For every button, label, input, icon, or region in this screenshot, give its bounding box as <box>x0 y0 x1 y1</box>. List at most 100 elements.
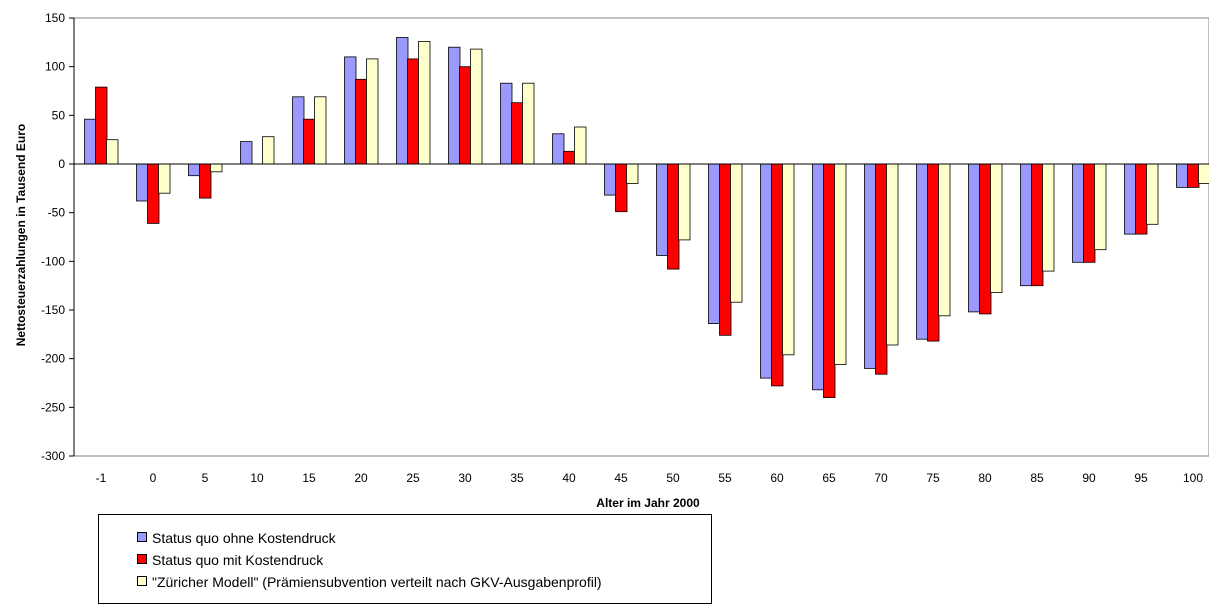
legend-swatch-series-1 <box>137 532 147 542</box>
bar-series-1-cat-15 <box>293 97 305 164</box>
bar-series-1-cat-55 <box>709 164 721 324</box>
x-tick-label-40: 40 <box>562 471 576 485</box>
bar-series-2-cat-5 <box>200 164 212 198</box>
bar-series-3-cat-10 <box>263 137 275 164</box>
x-tick-label-70: 70 <box>874 471 888 485</box>
bar-series-2-cat-20 <box>356 79 368 164</box>
bar-series-1-cat-35 <box>501 83 513 164</box>
x-tick-label-65: 65 <box>822 471 836 485</box>
bar-series-1-cat-25 <box>397 38 409 165</box>
y-tick-label--250: -250 <box>41 400 65 414</box>
bar-series-2-cat-40 <box>564 151 576 164</box>
legend-item-series-1: Status quo ohne Kostendruck <box>137 530 336 548</box>
x-tick-label-60: 60 <box>770 471 784 485</box>
y-tick-label--300: -300 <box>41 449 65 463</box>
bar-series-1-cat-5 <box>189 164 201 176</box>
bar-series-1-cat-10 <box>241 142 253 164</box>
y-tick-label-0: 0 <box>58 157 65 171</box>
y-tick-label--100: -100 <box>41 254 65 268</box>
bar-series-1-cat-70 <box>865 164 877 368</box>
bar-series-2-cat-90 <box>1084 164 1096 262</box>
bar-series-3-cat-80 <box>991 164 1003 293</box>
x-tick-label-15: 15 <box>302 471 316 485</box>
bar-series-3-cat-0 <box>159 164 171 193</box>
bar-series-3-cat-95 <box>1147 164 1159 224</box>
y-tick-label--50: -50 <box>48 206 66 220</box>
bar-series-2-cat-80 <box>980 164 992 314</box>
bar-series-2-cat-55 <box>720 164 732 335</box>
x-tick-label-90: 90 <box>1082 471 1096 485</box>
bar-series-2-cat-50 <box>668 164 680 269</box>
bar-series-2-cat-65 <box>824 164 836 398</box>
y-tick-label--200: -200 <box>41 352 65 366</box>
bar-series-3-cat-90 <box>1095 164 1107 250</box>
x-tick-label-45: 45 <box>614 471 628 485</box>
bar-series-3-cat-45 <box>627 164 639 184</box>
bar-series-3-cat-25 <box>419 41 431 164</box>
y-axis-title-wrap: Nettosteuerzahlungen in Tausend Euro <box>6 70 36 400</box>
bar-series-1-cat--1 <box>85 119 97 164</box>
x-tick-label-0: 0 <box>150 471 157 485</box>
bar-series-2-cat-15 <box>304 119 316 164</box>
bar-series-3-cat-40 <box>575 127 587 164</box>
bar-series-3-cat-5 <box>211 164 223 172</box>
bar-series-1-cat-65 <box>813 164 825 390</box>
bar-series-3-cat-65 <box>835 164 847 365</box>
x-tick-label-75: 75 <box>926 471 940 485</box>
x-tick-label-30: 30 <box>458 471 472 485</box>
y-axis-title: Nettosteuerzahlungen in Tausend Euro <box>14 124 28 346</box>
bar-series-1-cat-85 <box>1021 164 1033 286</box>
bar-series-2-cat-30 <box>460 67 472 164</box>
bar-series-1-cat-20 <box>345 57 357 164</box>
bar-series-1-cat-0 <box>137 164 149 201</box>
bar-series-3-cat-35 <box>523 83 535 164</box>
bar-series-1-cat-95 <box>1125 164 1137 234</box>
bar-series-3-cat-100 <box>1199 164 1209 184</box>
y-tick-label--150: -150 <box>41 303 65 317</box>
bar-series-2-cat-100 <box>1188 164 1200 187</box>
bar-series-1-cat-40 <box>553 134 565 164</box>
bar-series-1-cat-75 <box>917 164 929 339</box>
x-tick-label-20: 20 <box>354 471 368 485</box>
legend-item-series-3: "Züricher Modell" (Prämiensubvention ver… <box>137 574 602 592</box>
bar-series-1-cat-50 <box>657 164 669 256</box>
bar-series-2-cat-75 <box>928 164 940 341</box>
bar-series-1-cat-90 <box>1073 164 1085 262</box>
legend-swatch-series-2 <box>137 554 147 564</box>
x-tick-label-10: 10 <box>250 471 264 485</box>
bar-series-2-cat--1 <box>96 87 108 164</box>
bar-series-3-cat-55 <box>731 164 743 302</box>
bar-series-2-cat-60 <box>772 164 784 386</box>
bar-series-2-cat-0 <box>148 164 160 223</box>
bar-series-1-cat-45 <box>605 164 617 195</box>
bar-series-3-cat-60 <box>783 164 795 355</box>
y-tick-label-100: 100 <box>45 60 65 74</box>
legend-label-series-1: Status quo ohne Kostendruck <box>152 530 336 546</box>
x-tick-label-95: 95 <box>1134 471 1148 485</box>
bar-series-1-cat-100 <box>1177 164 1189 187</box>
legend-label-series-2: Status quo mit Kostendruck <box>152 552 323 568</box>
legend-item-series-2: Status quo mit Kostendruck <box>137 552 323 570</box>
bar-series-2-cat-95 <box>1136 164 1148 234</box>
bar-series-3-cat-20 <box>367 59 379 164</box>
bar-series-3-cat-75 <box>939 164 951 316</box>
legend: Status quo ohne Kostendruck Status quo m… <box>98 514 712 604</box>
legend-label-series-3: "Züricher Modell" (Prämiensubvention ver… <box>152 574 602 590</box>
bar-series-1-cat-30 <box>449 47 461 164</box>
bar-series-2-cat-25 <box>408 59 420 164</box>
bar-series-3-cat-15 <box>315 97 327 164</box>
x-tick-label-5: 5 <box>202 471 209 485</box>
bar-series-3-cat-85 <box>1043 164 1055 271</box>
bar-series-2-cat-45 <box>616 164 628 212</box>
bar-series-3-cat--1 <box>107 140 119 164</box>
y-tick-label-50: 50 <box>52 108 66 122</box>
bar-series-3-cat-50 <box>679 164 691 240</box>
bar-series-2-cat-85 <box>1032 164 1044 286</box>
x-tick-label-85: 85 <box>1030 471 1044 485</box>
bar-series-3-cat-70 <box>887 164 899 345</box>
bar-series-1-cat-60 <box>761 164 773 378</box>
x-tick-label-50: 50 <box>666 471 680 485</box>
y-tick-label-150: 150 <box>45 11 65 25</box>
bar-series-1-cat-80 <box>969 164 981 312</box>
bar-series-2-cat-35 <box>512 103 524 164</box>
